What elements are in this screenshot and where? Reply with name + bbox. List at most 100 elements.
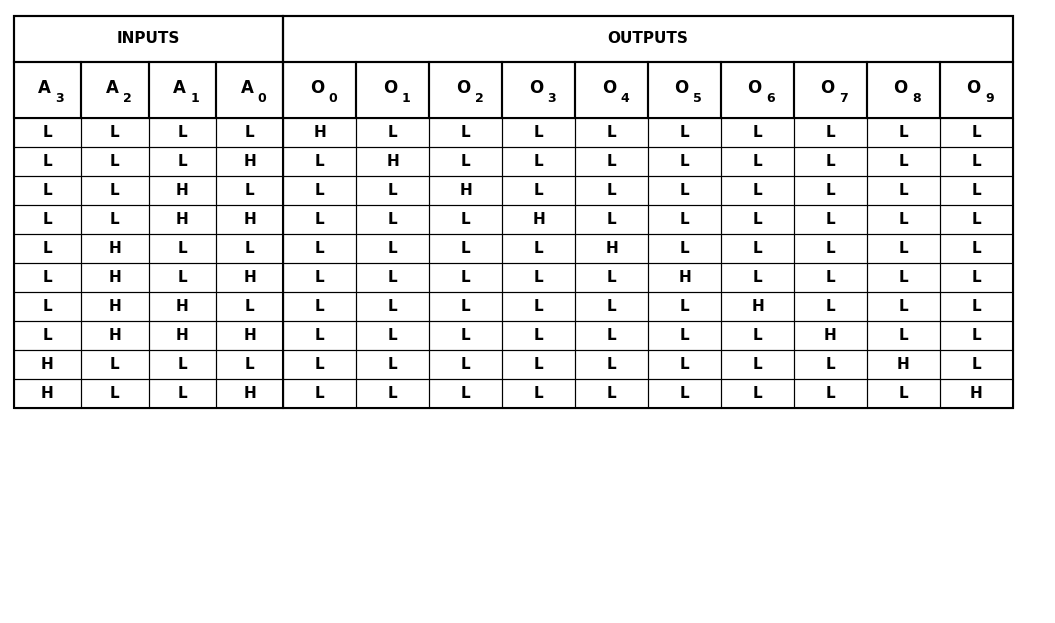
- Bar: [149, 205, 216, 234]
- Text: L: L: [679, 212, 689, 227]
- Text: A: A: [38, 79, 52, 97]
- Bar: [721, 321, 794, 350]
- Bar: [502, 321, 575, 350]
- Text: L: L: [110, 155, 119, 169]
- Text: L: L: [534, 299, 543, 314]
- Bar: [721, 205, 794, 234]
- Bar: [721, 176, 794, 205]
- Bar: [429, 263, 502, 292]
- Text: L: L: [607, 212, 616, 227]
- Text: O: O: [529, 79, 543, 97]
- Bar: [867, 62, 940, 118]
- Bar: [575, 118, 648, 147]
- Text: L: L: [177, 155, 187, 169]
- Bar: [284, 205, 357, 234]
- Text: L: L: [679, 125, 689, 140]
- Text: L: L: [679, 328, 689, 343]
- Bar: [502, 62, 575, 118]
- Text: O: O: [966, 79, 980, 97]
- Bar: [149, 263, 216, 292]
- Text: L: L: [752, 328, 763, 343]
- Bar: [648, 147, 721, 176]
- Text: L: L: [679, 357, 689, 372]
- Text: H: H: [459, 183, 473, 198]
- Text: L: L: [899, 328, 908, 343]
- Bar: [502, 234, 575, 263]
- Bar: [502, 147, 575, 176]
- Bar: [721, 379, 794, 408]
- Text: L: L: [972, 155, 981, 169]
- Text: L: L: [607, 125, 616, 140]
- Text: L: L: [972, 328, 981, 343]
- Bar: [81, 321, 149, 350]
- Bar: [81, 350, 149, 379]
- Text: H: H: [606, 241, 618, 256]
- Text: L: L: [315, 155, 325, 169]
- Text: L: L: [534, 155, 543, 169]
- Text: OUTPUTS: OUTPUTS: [608, 31, 689, 47]
- Text: L: L: [752, 212, 763, 227]
- Text: 2: 2: [475, 92, 483, 105]
- Bar: [284, 350, 357, 379]
- Text: H: H: [533, 212, 545, 227]
- Text: L: L: [177, 125, 187, 140]
- Text: A: A: [173, 79, 186, 97]
- Text: H: H: [109, 270, 121, 285]
- Text: L: L: [752, 183, 763, 198]
- Bar: [502, 292, 575, 321]
- Bar: [794, 147, 867, 176]
- Text: O: O: [456, 79, 471, 97]
- Text: H: H: [897, 357, 909, 372]
- Text: L: L: [388, 270, 398, 285]
- Text: L: L: [461, 125, 471, 140]
- Bar: [575, 292, 648, 321]
- Text: L: L: [972, 241, 981, 256]
- Bar: [502, 205, 575, 234]
- Text: L: L: [679, 299, 689, 314]
- Text: O: O: [601, 79, 616, 97]
- Text: 5: 5: [693, 92, 703, 105]
- Bar: [648, 118, 721, 147]
- Bar: [794, 118, 867, 147]
- Text: L: L: [388, 241, 398, 256]
- Text: H: H: [244, 155, 256, 169]
- Bar: [575, 379, 648, 408]
- Text: L: L: [679, 241, 689, 256]
- Text: L: L: [972, 357, 981, 372]
- Text: O: O: [748, 79, 762, 97]
- Bar: [357, 234, 429, 263]
- Text: L: L: [972, 125, 981, 140]
- Bar: [284, 147, 357, 176]
- Bar: [940, 350, 1013, 379]
- Bar: [648, 176, 721, 205]
- Bar: [284, 263, 357, 292]
- Text: L: L: [461, 155, 471, 169]
- Bar: [14, 147, 81, 176]
- Bar: [14, 321, 81, 350]
- Bar: [357, 147, 429, 176]
- Text: L: L: [752, 125, 763, 140]
- Bar: [284, 118, 357, 147]
- Bar: [357, 118, 429, 147]
- Text: L: L: [607, 328, 616, 343]
- Text: 6: 6: [766, 92, 775, 105]
- Bar: [429, 234, 502, 263]
- Bar: [284, 176, 357, 205]
- Bar: [357, 350, 429, 379]
- Text: L: L: [245, 125, 254, 140]
- Text: L: L: [42, 125, 53, 140]
- Bar: [940, 62, 1013, 118]
- Bar: [357, 292, 429, 321]
- Bar: [284, 321, 357, 350]
- Bar: [502, 263, 575, 292]
- Bar: [429, 62, 502, 118]
- Text: A: A: [106, 79, 118, 97]
- Bar: [867, 234, 940, 263]
- Text: L: L: [899, 125, 908, 140]
- Text: L: L: [607, 183, 616, 198]
- Bar: [648, 292, 721, 321]
- Text: L: L: [110, 357, 119, 372]
- Text: L: L: [752, 241, 763, 256]
- Text: L: L: [534, 328, 543, 343]
- Text: L: L: [388, 212, 398, 227]
